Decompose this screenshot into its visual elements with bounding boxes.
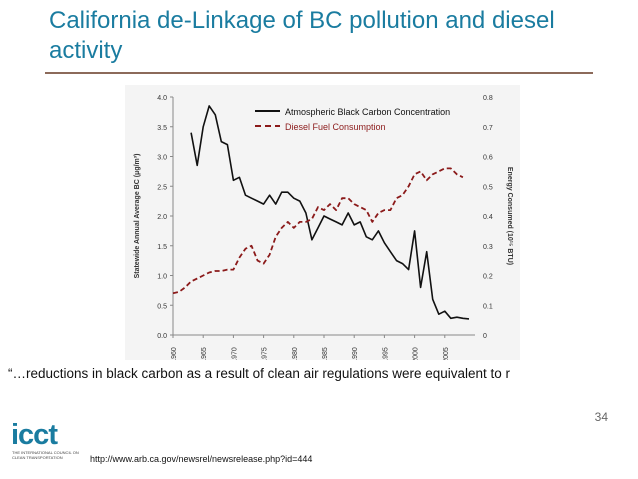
source-link[interactable]: http://www.arb.ca.gov/newsrel/newsreleas… xyxy=(90,454,313,464)
title-divider xyxy=(45,72,593,74)
y-right-tick-label: 0.2 xyxy=(483,274,493,281)
bc-diesel-chart: 0.0 0.5 1.0 1.5 2.0 2.5 3.0 3.5 4.0 0 0.1 0.2 0.3 0.4… xyxy=(125,85,520,360)
y-left-tick-label: 3.0 xyxy=(157,155,167,162)
y-left-tick-label: 0.0 xyxy=(157,333,167,340)
slide-title: California de-Linkage of BC pollution an… xyxy=(49,7,555,64)
x-tick-label: 1985 xyxy=(322,347,329,360)
page-number: 34 xyxy=(594,410,608,424)
y-left-axis-title: Statewide Annual Average BC (μg/m³) xyxy=(134,154,141,279)
x-tick-label: 1995 xyxy=(382,347,389,360)
y-right-tick-label: 0.8 xyxy=(483,95,493,102)
x-tick-label: 1965 xyxy=(201,347,208,360)
x-tick-label: 1970 xyxy=(231,347,238,360)
logo-subtext: THE INTERNATIONAL COUNCIL ON CLEAN TRANS… xyxy=(12,450,79,460)
series-line-bc xyxy=(190,105,470,320)
chart-background xyxy=(125,85,520,360)
y-right-tick-label: 0.6 xyxy=(483,155,493,162)
y-left-tick-label: 1.5 xyxy=(157,244,167,251)
y-right-tick-label: 0.3 xyxy=(483,244,493,251)
y-left-tick-label: 2.0 xyxy=(157,214,167,221)
legend-label-bc: Atmospheric Black Carbon Concentration xyxy=(285,107,450,117)
y-right-tick-label: 0.7 xyxy=(483,125,493,132)
icct-logo: icct THE INTERNATIONAL COUNCIL ON CLEAN … xyxy=(11,420,81,464)
x-tick-label: 1975 xyxy=(262,347,269,360)
y-left-tick-label: 4.0 xyxy=(157,95,167,102)
quote-text: “…reductions in black carbon as a result… xyxy=(8,366,511,381)
y-left-tick-label: 1.0 xyxy=(157,274,167,281)
y-left-tick-label: 0.5 xyxy=(157,303,167,310)
y-right-tick-label: 0.4 xyxy=(483,214,493,221)
x-tick-label: 1980 xyxy=(292,347,299,360)
x-tick-label: 2005 xyxy=(443,347,450,360)
series-line-diesel xyxy=(172,167,464,295)
y-right-tick-label: 0.5 xyxy=(483,184,493,191)
x-tick-label: 2000 xyxy=(413,347,420,360)
y-right-axis-title: Energy Consumed (10¹⁵ BTU) xyxy=(506,167,513,265)
y-left-tick-label: 3.5 xyxy=(157,125,167,132)
y-right-tick-label: 0 xyxy=(483,333,487,340)
y-left-tick-label: 2.5 xyxy=(157,184,167,191)
x-tick-label: 1990 xyxy=(352,347,359,360)
y-right-tick-label: 0.1 xyxy=(483,303,493,310)
logo-text: icct xyxy=(11,419,58,451)
x-tick-label: 1960 xyxy=(171,347,178,360)
legend-label-diesel: Diesel Fuel Consumption xyxy=(285,122,386,132)
chart-legend: Atmospheric Black Carbon Concentration D… xyxy=(255,107,450,132)
